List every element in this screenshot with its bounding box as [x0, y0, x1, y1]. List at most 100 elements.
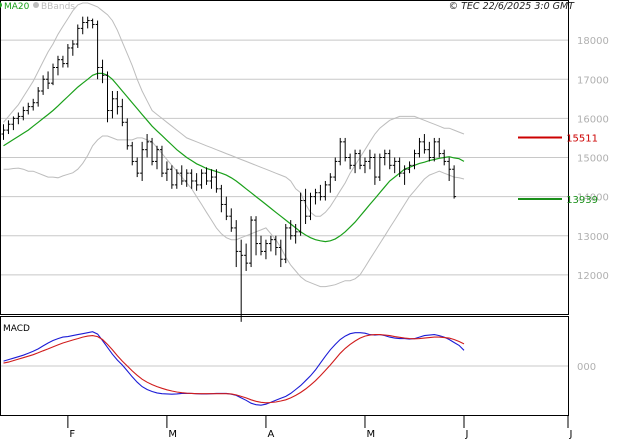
ohlc-bar	[372, 153, 377, 185]
ohlc-bar	[75, 24, 80, 48]
ohlc-bar	[179, 165, 184, 185]
ohlc-bar	[95, 20, 100, 80]
ohlc-bar	[115, 90, 120, 115]
signal-line	[3, 334, 465, 404]
ohlc-bar	[323, 180, 328, 201]
bbands-upper-line	[3, 2, 465, 217]
macd-panel-label: MACD	[3, 324, 30, 334]
bbands	[3, 2, 465, 288]
ohlc-bar	[1, 124, 6, 140]
ohlc-bar	[31, 98, 36, 111]
ohlc-bar	[313, 188, 318, 205]
x-tick-label: F	[69, 429, 75, 440]
ohlc-bar	[16, 112, 21, 125]
ohlc-bar	[204, 167, 209, 185]
price-y-axis: 12000 13000 14000 15000 16000 17000 18000	[577, 36, 609, 282]
price-y-tick-label: 12000	[577, 271, 609, 282]
ma20-layer	[3, 72, 465, 243]
ohlc-bar	[130, 141, 135, 166]
bbands-lower-line	[3, 135, 465, 288]
macd-y-tick-label: 000	[577, 362, 596, 373]
support-label: 13939	[566, 195, 598, 206]
ohlc-bar	[397, 157, 402, 178]
ohlc-bar	[308, 192, 313, 221]
ohlc-bar	[402, 165, 407, 185]
ohlc-bar	[80, 16, 85, 35]
ohlc-bar	[219, 184, 224, 213]
ohlc-bar	[229, 208, 234, 232]
ohlc-bar	[199, 169, 204, 189]
ohlc-bar	[90, 18, 95, 29]
legend-bbands-label: BBands	[41, 2, 75, 12]
price-y-tick-label: 15000	[577, 154, 609, 165]
ohlc-bar	[377, 153, 382, 181]
ohlc-bar	[298, 192, 303, 236]
ohlc-bar	[387, 149, 392, 170]
copyright-text: © TEC 22/6/2025 3:0 GMT	[449, 1, 576, 12]
ohlc-bar	[303, 188, 308, 225]
price-y-tick-label: 13000	[577, 232, 609, 243]
ohlc-bar	[442, 149, 447, 166]
ohlc-bar	[273, 235, 278, 256]
ohlc-bar	[362, 157, 367, 174]
legend-ma20-label: MA20	[4, 2, 30, 12]
ohlc-bar	[110, 90, 115, 119]
price-y-tick-label: 16000	[577, 114, 609, 125]
ohlc-bar	[85, 16, 90, 29]
ohlc-bar	[244, 243, 249, 271]
ohlc-bar	[21, 106, 26, 121]
ohlc-bar	[417, 137, 422, 158]
ohlc-bar	[184, 169, 189, 187]
price-y-tick-label: 14000	[577, 193, 609, 204]
ohlc-bar	[11, 116, 16, 131]
ohlc-bar	[283, 224, 288, 264]
macd-panel-frame	[0, 316, 569, 416]
ohlc-bar	[353, 149, 358, 174]
ohlc-bar	[125, 118, 130, 150]
ohlc-bar	[427, 141, 432, 162]
ohlc-bar	[437, 137, 442, 158]
ohlc-bar	[382, 149, 387, 166]
ohlc-bar	[249, 216, 254, 268]
ohlc-bar	[432, 137, 437, 162]
ohlc-bar	[41, 75, 46, 95]
ohlc-bar	[169, 165, 174, 189]
ohlc-bar	[422, 134, 427, 154]
price-grid	[1, 39, 568, 276]
ohlc-bar	[288, 220, 293, 240]
ohlc-bar	[254, 216, 259, 256]
ohlc-bar	[26, 102, 31, 115]
price-panel-frame	[0, 0, 569, 315]
ohlc-bar	[55, 55, 60, 76]
ohlc-bar	[318, 184, 323, 201]
ohlc-bar	[447, 157, 452, 181]
ohlc-bar	[239, 239, 244, 322]
price-y-tick-label: 17000	[577, 75, 609, 86]
ohlc-bar	[70, 40, 75, 56]
ohlc-bar	[100, 59, 105, 84]
price-y-tick-label: 18000	[577, 36, 609, 47]
ohlc-bar	[452, 165, 457, 199]
ohlc-bar	[328, 173, 333, 193]
macd-lines	[3, 331, 465, 406]
ohlc-bar	[258, 235, 263, 256]
ohlc-bar	[164, 161, 169, 181]
ohlc-bar	[155, 145, 160, 170]
ohlc-bar	[60, 55, 65, 68]
ohlc-bar	[159, 145, 164, 178]
levels: 15511 13939	[518, 134, 598, 206]
ohlc-bar	[51, 63, 56, 86]
ohlc-bar	[412, 149, 417, 170]
ohlc-bar	[6, 120, 11, 135]
ohlc-bar	[150, 137, 155, 166]
ohlc-bar	[209, 169, 214, 189]
ohlc-bar	[105, 71, 110, 123]
ohlc-bar	[392, 157, 397, 174]
ohlc-bar	[120, 98, 125, 127]
ohlc-bar	[338, 137, 343, 166]
ohlc-bar	[278, 239, 283, 268]
ohlc-bar	[224, 196, 229, 221]
ohlc-bar	[36, 87, 41, 107]
